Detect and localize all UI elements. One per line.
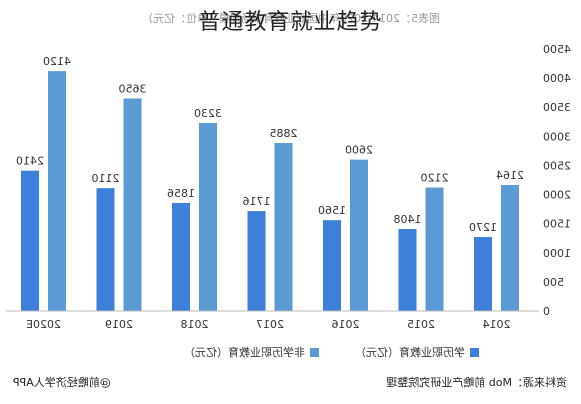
x-axis: 2014 2015 2016 2017 2018 2019 2020E (6, 310, 539, 331)
x-tick-label: 2018 (181, 318, 209, 331)
data-label: 3230 (194, 107, 222, 120)
data-label: 2120 (421, 172, 449, 185)
y-tick-label: 500 (543, 276, 564, 289)
legend-label: 学历职业教育（亿元） (355, 345, 465, 359)
y-tick-label: 3000 (543, 130, 571, 143)
x-tick-label: 2015 (407, 318, 435, 331)
y-tick-label: 1000 (543, 247, 571, 260)
bar-degree (247, 211, 266, 311)
y-tick-label: 2500 (543, 159, 571, 172)
legend-swatch (470, 348, 479, 357)
y-axis: 0 500 1000 1500 2000 2500 3000 3500 4000 4500 (543, 43, 571, 318)
data-label: 1560 (318, 204, 346, 217)
bar-non-degree (350, 159, 368, 311)
legend-swatch (310, 348, 319, 357)
legend-label: 非学历职业教育（亿元） (184, 345, 305, 359)
bar-degree (398, 229, 417, 311)
x-tick-label: 2020E (26, 318, 61, 331)
bar-degree (474, 237, 492, 311)
x-tick-label: 2014 (483, 318, 511, 331)
data-label: 2410 (16, 155, 44, 168)
data-label: 1856 (167, 187, 195, 200)
data-label: 2110 (92, 172, 120, 185)
bar-degree (323, 220, 341, 311)
data-label: 2600 (345, 144, 373, 157)
data-label: 1270 (469, 221, 497, 234)
bar-non-degree (501, 185, 519, 311)
bar-non-degree (48, 71, 66, 311)
bar-non-degree (425, 187, 444, 311)
x-tick-label: 2016 (332, 318, 360, 331)
bars-group: 2164 1270 2120 1408 2600 1560 2885 1716 3230 1856… (16, 55, 524, 311)
y-tick-label: 1500 (543, 218, 571, 231)
legend: 非学历职业教育（亿元） 学历职业教育（亿元） (184, 345, 479, 359)
y-tick-label: 0 (543, 305, 550, 318)
bar-degree (96, 188, 115, 311)
y-tick-label: 4000 (543, 72, 571, 85)
bar-degree (21, 170, 39, 311)
source-note: 资料来源：Mob 前瞻产业研究院整理 (386, 375, 567, 389)
data-label: 2164 (496, 169, 524, 182)
data-label: 3650 (119, 82, 147, 95)
chart-title: 图表5：2014-2020年中国职业教育市场规模（单位：亿元） (142, 11, 440, 25)
x-tick-label: 2019 (105, 318, 133, 331)
data-label: 1408 (394, 213, 422, 226)
y-tick-label: 4500 (543, 43, 571, 56)
x-tick-label: 2017 (256, 318, 284, 331)
data-label: 4120 (43, 55, 71, 68)
bar-non-degree (199, 122, 217, 311)
bar-non-degree (123, 98, 142, 311)
bar-non-degree (274, 143, 293, 311)
page-title: 普通教育就业趋势 (198, 10, 383, 35)
y-tick-label: 2000 (543, 189, 571, 202)
data-label: 2885 (270, 127, 298, 140)
credit-note: @前瞻经济学人APP (13, 375, 111, 389)
bar-degree (172, 202, 190, 311)
data-label: 1716 (243, 195, 271, 208)
y-tick-label: 3500 (543, 101, 571, 114)
